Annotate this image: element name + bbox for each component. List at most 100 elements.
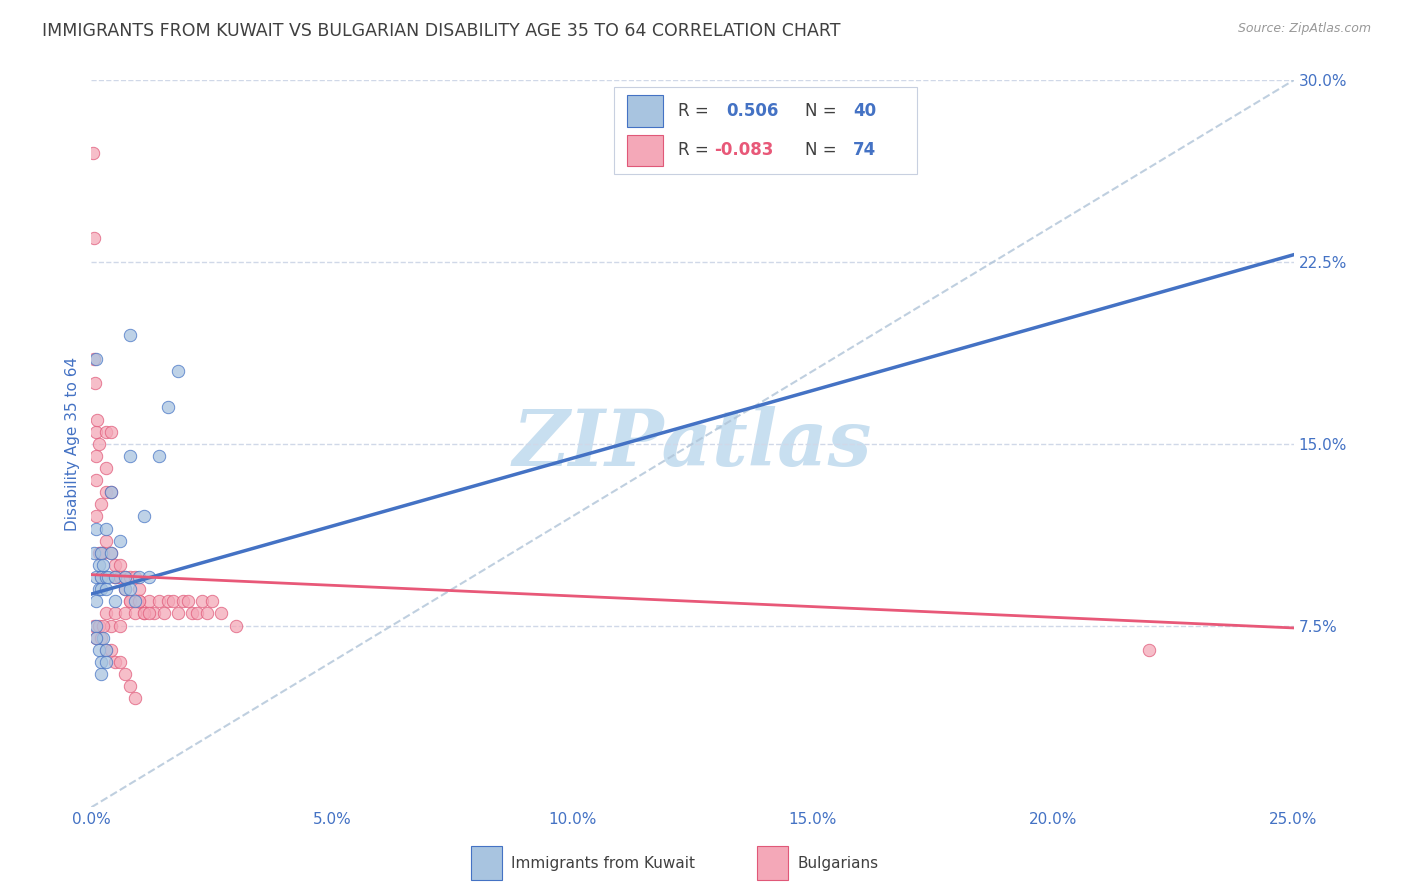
Point [90, 570, 112, 584]
Point [110, 533, 132, 548]
Point [114, 570, 136, 584]
Point [118, 594, 141, 608]
Point [142, 607, 165, 621]
Point [94, 485, 117, 500]
Point [110, 570, 132, 584]
Point [84, 594, 107, 608]
Point [148, 449, 170, 463]
Point [82, 146, 104, 161]
Point [191, 594, 214, 608]
Point [84, 351, 107, 366]
Point [100, 425, 122, 439]
Point [124, 607, 146, 621]
Point [94, 642, 117, 657]
Point [94, 425, 117, 439]
Point [124, 691, 146, 706]
Bar [756, 846, 789, 880]
Point [86, 412, 108, 426]
Point [104, 570, 127, 584]
Point [124, 594, 146, 608]
Point [90, 631, 112, 645]
Point [128, 594, 150, 608]
Text: -0.083: -0.083 [714, 141, 773, 160]
Point [87, 546, 110, 560]
Point [83, 231, 105, 245]
Point [195, 607, 218, 621]
Point [94, 655, 117, 669]
Point [104, 570, 127, 584]
Point [83, 546, 105, 560]
Point [100, 618, 122, 632]
Point [94, 570, 117, 584]
Point [87, 642, 110, 657]
Text: Bulgarians: Bulgarians [797, 855, 879, 871]
Point [87, 437, 110, 451]
Text: R =: R = [678, 102, 718, 120]
Point [90, 655, 112, 669]
Point [118, 582, 141, 597]
Point [94, 582, 117, 597]
Point [176, 594, 198, 608]
Point [97, 570, 120, 584]
Text: Immigrants from Kuwait: Immigrants from Kuwait [512, 855, 696, 871]
Point [114, 570, 136, 584]
Point [1137, 642, 1160, 657]
Point [138, 570, 160, 584]
Point [114, 582, 136, 597]
Point [128, 594, 150, 608]
Bar [627, 95, 662, 127]
Point [134, 509, 156, 524]
Point [84, 449, 107, 463]
Point [93, 558, 115, 572]
Point [201, 594, 224, 608]
Point [186, 607, 208, 621]
Point [118, 327, 141, 342]
Point [87, 558, 110, 572]
Point [172, 594, 194, 608]
Point [84, 631, 107, 645]
Point [138, 607, 160, 621]
Point [148, 594, 170, 608]
Point [118, 570, 141, 584]
Point [138, 594, 160, 608]
Point [100, 546, 122, 560]
Bar [627, 135, 662, 166]
Point [84, 376, 107, 391]
Point [134, 607, 156, 621]
Point [100, 485, 122, 500]
Text: R =: R = [678, 141, 714, 160]
Point [134, 607, 156, 621]
Point [90, 582, 112, 597]
Point [90, 546, 112, 560]
Point [114, 667, 136, 681]
Point [90, 497, 112, 511]
Point [90, 546, 112, 560]
Point [90, 667, 112, 681]
Point [100, 485, 122, 500]
Point [124, 570, 146, 584]
Point [110, 655, 132, 669]
Point [181, 607, 204, 621]
Point [128, 582, 150, 597]
Bar [471, 846, 502, 880]
Y-axis label: Disability Age 35 to 64: Disability Age 35 to 64 [65, 357, 80, 531]
Point [128, 570, 150, 584]
Point [167, 364, 190, 378]
Text: ZIPatlas: ZIPatlas [513, 406, 872, 482]
Point [118, 594, 141, 608]
Point [118, 679, 141, 693]
Point [162, 594, 184, 608]
Point [87, 618, 110, 632]
Point [84, 631, 107, 645]
Point [114, 582, 136, 597]
Text: 40: 40 [853, 102, 876, 120]
Point [104, 570, 127, 584]
Point [84, 509, 107, 524]
Text: Source: ZipAtlas.com: Source: ZipAtlas.com [1237, 22, 1371, 36]
Text: N =: N = [804, 141, 842, 160]
Point [93, 546, 115, 560]
Point [83, 351, 105, 366]
Point [93, 618, 115, 632]
Text: N =: N = [804, 102, 842, 120]
Point [94, 642, 117, 657]
